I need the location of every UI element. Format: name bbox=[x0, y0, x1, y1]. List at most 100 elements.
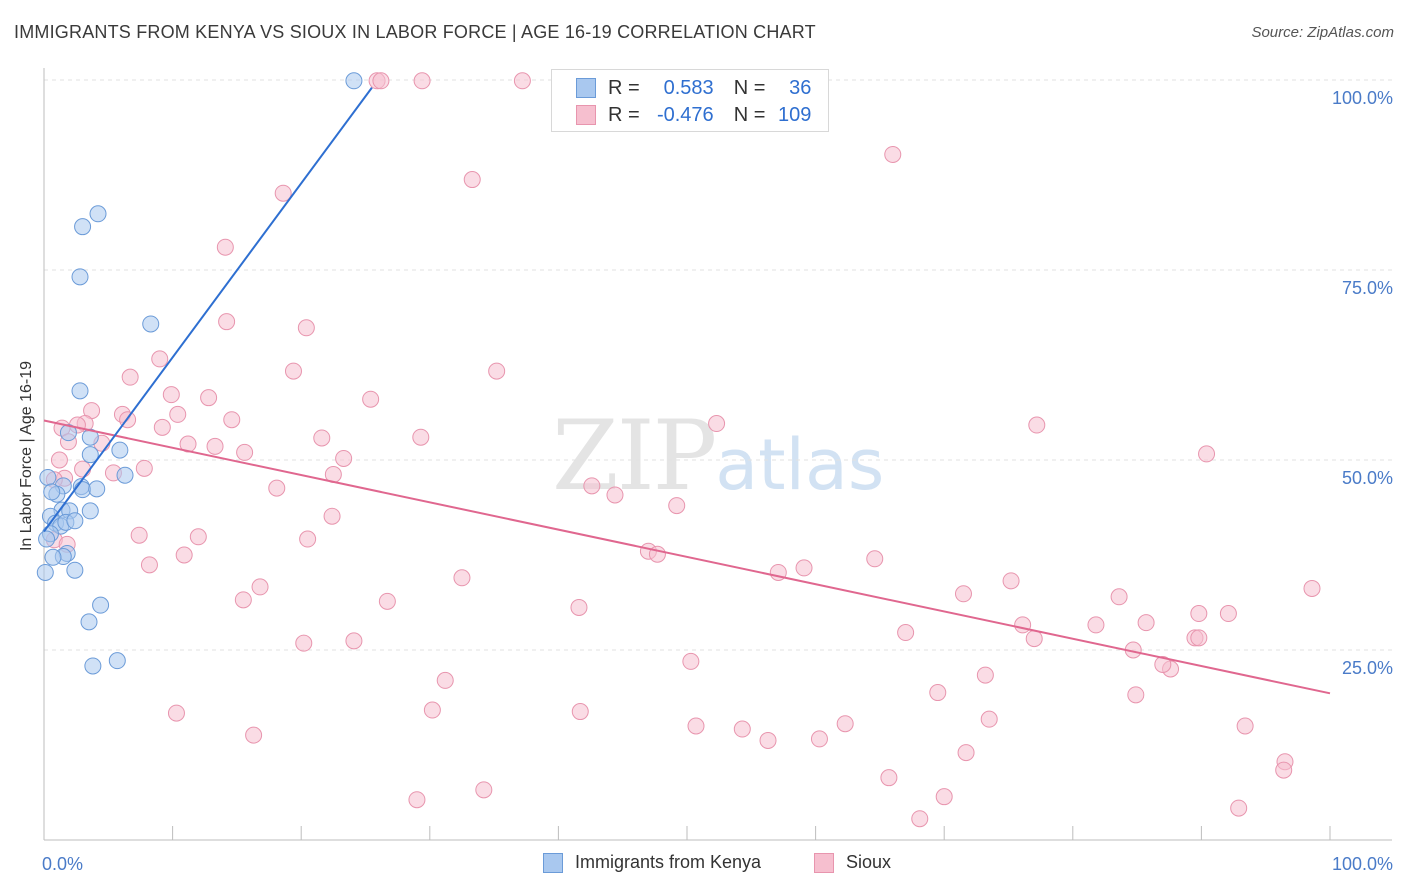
sioux-point bbox=[1028, 416, 1046, 434]
sioux-point bbox=[299, 530, 317, 548]
sioux-point bbox=[1025, 630, 1043, 648]
sioux-point bbox=[976, 666, 994, 684]
sioux-point bbox=[570, 598, 588, 616]
sioux-point bbox=[408, 791, 426, 809]
sioux-point bbox=[795, 559, 813, 577]
sioux-point bbox=[200, 389, 218, 407]
sioux-point bbox=[50, 451, 68, 469]
x-tick-label-max: 100.0% bbox=[1332, 854, 1393, 874]
sioux-point bbox=[1190, 629, 1208, 647]
sioux-point bbox=[1303, 579, 1321, 597]
sioux-point bbox=[810, 730, 828, 748]
n-value: 109 bbox=[778, 103, 812, 126]
sioux-point bbox=[836, 715, 854, 733]
kenya-point bbox=[44, 548, 62, 566]
sioux-point bbox=[513, 72, 531, 90]
sioux-point bbox=[911, 810, 929, 828]
sioux-point bbox=[362, 390, 380, 408]
sioux-point bbox=[206, 437, 224, 455]
sioux-point bbox=[151, 350, 169, 368]
n-label: N = bbox=[733, 103, 766, 126]
sioux-point bbox=[223, 411, 241, 429]
y-tick-label: 75.0% bbox=[1342, 278, 1393, 298]
sioux-point bbox=[1190, 605, 1208, 623]
kenya-point bbox=[108, 652, 126, 670]
sioux-point bbox=[135, 459, 153, 477]
sioux-point bbox=[423, 701, 441, 719]
sioux-point bbox=[1002, 572, 1020, 590]
trend-lines bbox=[43, 87, 1331, 695]
sioux-point bbox=[1230, 799, 1248, 817]
sioux-swatch-icon bbox=[814, 852, 834, 873]
sioux-point bbox=[954, 585, 972, 603]
sioux-point bbox=[571, 703, 589, 721]
legend-item-sioux[interactable]: Sioux bbox=[814, 852, 891, 873]
sioux-point bbox=[583, 477, 601, 495]
sioux-point bbox=[980, 710, 998, 728]
legend-item-kenya[interactable]: Immigrants from Kenya bbox=[543, 852, 761, 873]
sioux-point bbox=[284, 362, 302, 380]
sioux-trend-line bbox=[43, 419, 1331, 695]
sioux-point bbox=[234, 591, 252, 609]
kenya-point bbox=[66, 512, 84, 530]
sioux-point bbox=[313, 429, 331, 447]
sioux-point bbox=[323, 507, 341, 525]
legend-label: Immigrants from Kenya bbox=[575, 852, 762, 872]
kenya-point bbox=[81, 446, 99, 464]
kenya-points bbox=[36, 72, 363, 675]
gridlines bbox=[44, 79, 1392, 651]
sioux-point bbox=[436, 671, 454, 689]
sioux-point bbox=[759, 731, 777, 749]
legend-label: Sioux bbox=[846, 852, 892, 872]
watermark-zip: ZIP bbox=[552, 400, 717, 512]
source-credit: Source: ZipAtlas.com bbox=[1251, 24, 1394, 41]
sioux-swatch-icon bbox=[576, 105, 596, 125]
sioux-point bbox=[682, 652, 700, 670]
watermark: ZIPatlas bbox=[552, 400, 884, 512]
axes bbox=[43, 68, 1392, 841]
sioux-point bbox=[880, 769, 898, 787]
sioux-point bbox=[169, 405, 187, 423]
legend-row-kenya: R = 0.583 N = 36 bbox=[576, 76, 811, 100]
sioux-point bbox=[1137, 614, 1155, 632]
sioux-point bbox=[245, 726, 263, 744]
r-label: R = bbox=[608, 76, 640, 99]
sioux-point bbox=[733, 720, 751, 738]
sioux-point bbox=[162, 386, 180, 404]
sioux-point bbox=[335, 449, 353, 467]
y-tick-label: 25.0% bbox=[1342, 658, 1393, 678]
sioux-point bbox=[935, 788, 953, 806]
sioux-point bbox=[606, 486, 624, 504]
n-value: 36 bbox=[789, 76, 812, 99]
sioux-point bbox=[1087, 616, 1105, 634]
kenya-point bbox=[59, 424, 77, 442]
kenya-point bbox=[116, 466, 134, 484]
sioux-point bbox=[121, 368, 139, 386]
kenya-point bbox=[43, 483, 61, 501]
sioux-point bbox=[1154, 655, 1172, 673]
sioux-point bbox=[1014, 616, 1032, 634]
sioux-point bbox=[708, 415, 726, 433]
sioux-point bbox=[1219, 605, 1237, 623]
sioux-point bbox=[218, 313, 236, 331]
kenya-point bbox=[142, 315, 160, 333]
sioux-point bbox=[372, 72, 390, 90]
sioux-point bbox=[345, 632, 363, 650]
kenya-point bbox=[74, 218, 92, 236]
sioux-point bbox=[274, 184, 292, 202]
kenya-point bbox=[89, 205, 107, 223]
kenya-point bbox=[84, 657, 102, 675]
kenya-point bbox=[88, 480, 106, 498]
sioux-point bbox=[453, 569, 471, 587]
sioux-point bbox=[268, 479, 286, 497]
sioux-point bbox=[1198, 445, 1216, 463]
kenya-trend-line bbox=[43, 87, 373, 533]
kenya-point bbox=[36, 563, 54, 581]
sioux-point bbox=[140, 556, 158, 574]
sioux-point bbox=[884, 145, 902, 163]
r-value: -0.476 bbox=[656, 103, 714, 126]
y-tick-label: 50.0% bbox=[1342, 468, 1393, 488]
kenya-swatch-icon bbox=[543, 852, 563, 873]
kenya-point bbox=[92, 596, 110, 614]
sioux-point bbox=[251, 578, 269, 596]
